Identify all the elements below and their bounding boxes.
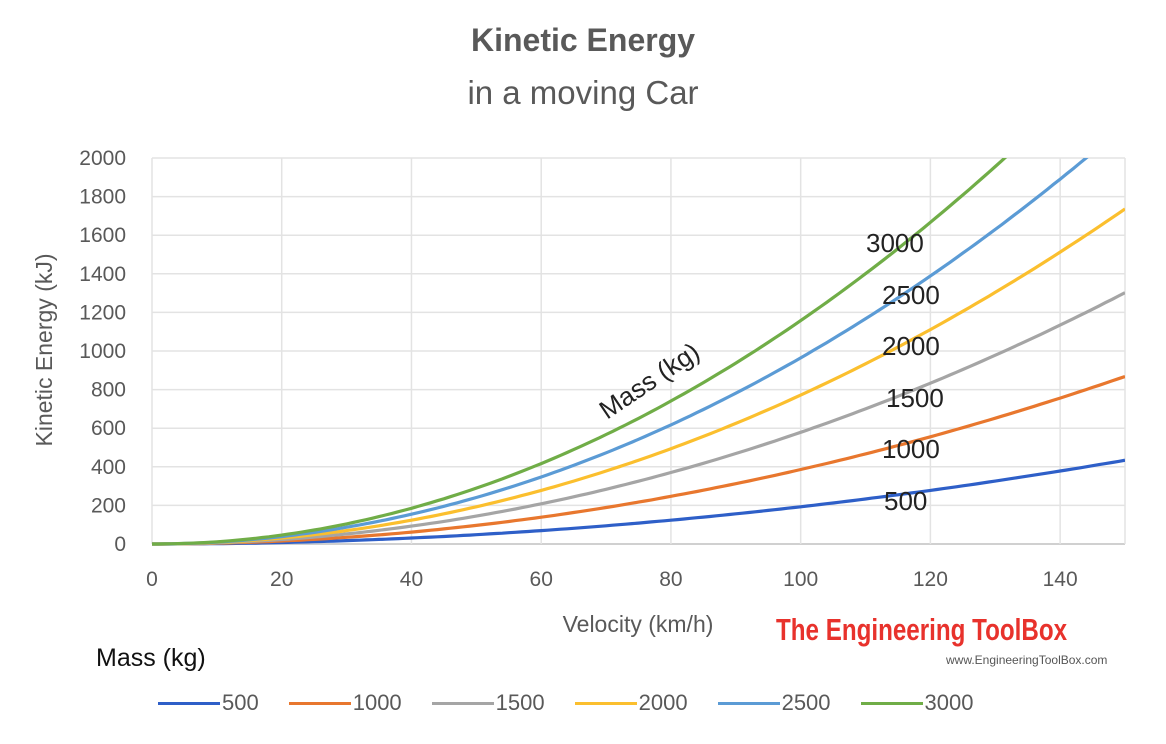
- series-line-2000: [152, 207, 1125, 546]
- legend-label: 3000: [924, 690, 974, 715]
- y-tick-label: 1200: [79, 301, 126, 324]
- y-axis-label: Kinetic Energy (kJ): [31, 253, 57, 446]
- legend-item-2000: 2000: [574, 690, 688, 716]
- legend-title: Mass (kg): [96, 644, 206, 672]
- brand-url: www.EngineeringToolBox.com: [946, 653, 1108, 667]
- legend: 500 1000 1500 2000 2500 3000: [158, 690, 973, 716]
- y-tick-label: 1800: [79, 186, 126, 209]
- x-axis-label: Velocity (km/h): [563, 611, 714, 637]
- chart-title: Kinetic Energy: [470, 22, 696, 58]
- legend-label: 2000: [638, 690, 688, 715]
- y-tick-label: 400: [91, 456, 126, 479]
- series-line-1500: [152, 291, 1125, 546]
- legend-swatch: [288, 701, 351, 705]
- series-line-500: [152, 458, 1125, 546]
- x-tick-label: 60: [530, 568, 553, 591]
- series-line-1000: [152, 374, 1125, 546]
- series-label-2000: 2000: [882, 331, 940, 361]
- y-tick-label: 600: [91, 417, 126, 440]
- y-tick-label: 1000: [79, 340, 126, 363]
- legend-item-3000: 3000: [860, 690, 974, 716]
- series-label-3000: 3000: [866, 228, 924, 258]
- y-tick-label: 1400: [79, 263, 126, 286]
- y-tick-label: 800: [91, 379, 126, 402]
- x-tick-label: 0: [146, 568, 158, 591]
- legend-swatch: [158, 701, 220, 705]
- legend-label: 500: [222, 690, 259, 715]
- x-tick-label: 80: [659, 568, 682, 591]
- x-tick-label: 20: [270, 568, 293, 591]
- x-tick-label: 40: [400, 568, 423, 591]
- series-label-1000: 1000: [882, 434, 940, 464]
- legend-item-1500: 1500: [431, 690, 545, 716]
- series-line-2500: [152, 158, 1089, 546]
- legend-swatch: [431, 701, 494, 705]
- legend-label: 1000: [352, 690, 402, 715]
- x-tick-label: 140: [1043, 568, 1078, 591]
- y-tick-label: 200: [91, 494, 126, 517]
- series-label-500: 500: [884, 486, 927, 516]
- legend-label: 2500: [781, 690, 831, 715]
- series-label-1500: 1500: [886, 383, 944, 413]
- series-label-2500: 2500: [882, 280, 940, 310]
- legend-item-2500: 2500: [717, 690, 831, 716]
- legend-swatch: [717, 701, 780, 705]
- legend-swatch: [574, 701, 637, 705]
- legend-item-1000: 1000: [288, 690, 402, 716]
- series-line-3000: [152, 158, 1008, 546]
- legend-swatch: [860, 701, 923, 705]
- y-tick-label: 2000: [79, 147, 126, 170]
- y-tick-label: 0: [114, 533, 126, 556]
- x-tick-label: 120: [913, 568, 948, 591]
- brand-logo: The Engineering ToolBox: [776, 612, 1068, 647]
- y-tick-label: 1600: [79, 224, 126, 247]
- x-tick-label: 100: [783, 568, 818, 591]
- chart-subtitle: in a moving Car: [467, 74, 699, 111]
- legend-item-500: 500: [158, 690, 259, 716]
- legend-label: 1500: [495, 690, 545, 715]
